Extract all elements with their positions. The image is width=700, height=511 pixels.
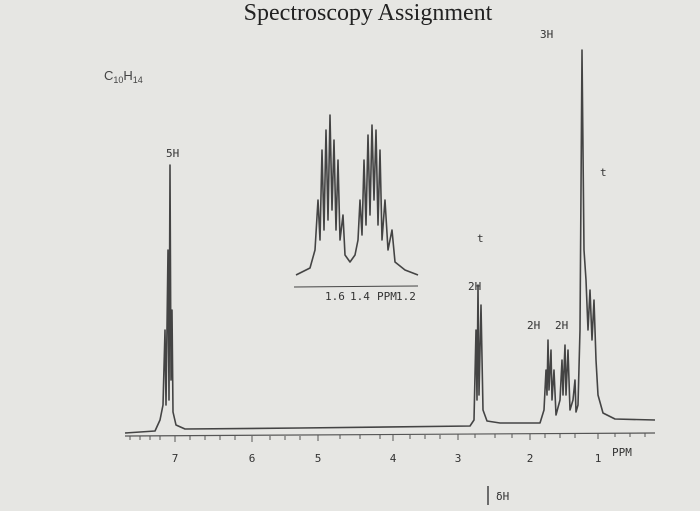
spectrum (124, 49, 656, 434)
peak-label: 5H (166, 147, 179, 160)
peak-label: t (600, 166, 607, 179)
peak-label: 2H (555, 319, 568, 332)
formula: C10H14 (104, 68, 143, 85)
x-axis (124, 432, 656, 437)
axis-tick-labels: 7 6 5 4 3 2 1 (172, 452, 602, 465)
peak-label: t (477, 232, 484, 245)
inset-spectrum (295, 114, 419, 276)
axis-tick-label: 4 (390, 452, 397, 465)
axis-ticks (129, 433, 646, 442)
inset-tick-label: 1.2 (396, 290, 416, 303)
peak-label: 2H (527, 319, 540, 332)
axis-tick-label: 5 (315, 452, 322, 465)
inset-unit: PPM (377, 290, 397, 303)
formula-c-count: 10 (113, 75, 123, 85)
peak-label: 3H (540, 28, 553, 41)
title: Spectroscopy Assignment (244, 0, 493, 26)
axis-tick-label: 3 (455, 452, 462, 465)
formula-c: C (104, 68, 113, 83)
formula-h: H (123, 68, 132, 83)
formula-h-count: 14 (133, 75, 143, 85)
axis-tick-label: 7 (172, 452, 179, 465)
inset-tick-label: 1.4 (350, 290, 370, 303)
peak-label: 2H (468, 280, 481, 293)
axis-tick-label: 2 (527, 452, 534, 465)
inset-tick-label: 1.6 (325, 290, 345, 303)
axis-label: δH (496, 490, 509, 503)
axis-unit: PPM (612, 446, 632, 459)
axis-tick-label: 6 (249, 452, 256, 465)
axis-tick-label: 1 (595, 452, 602, 465)
inset-axis (293, 285, 419, 288)
